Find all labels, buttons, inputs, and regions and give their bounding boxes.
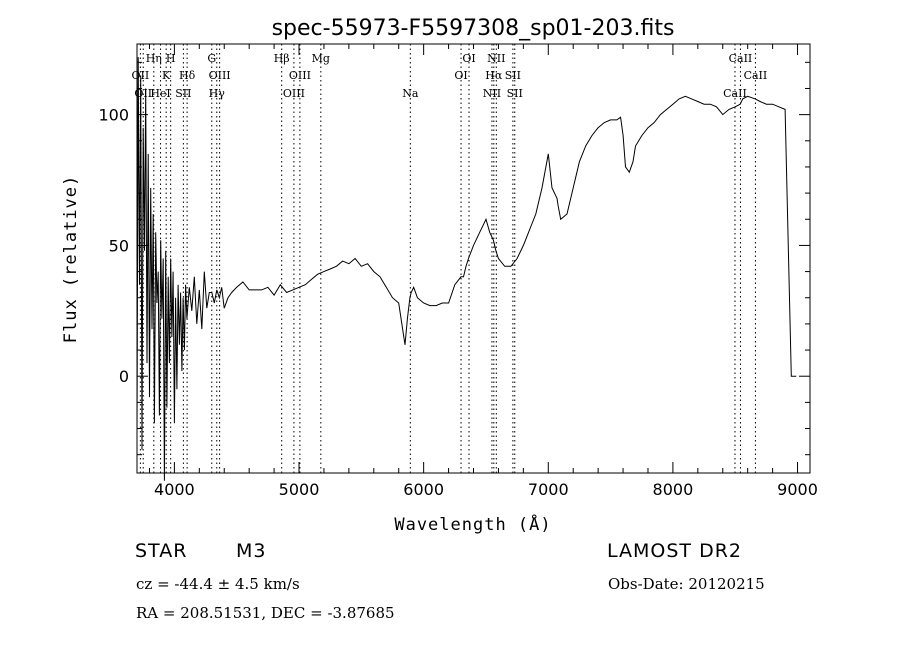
line-label: H (166, 52, 176, 65)
spectrum-line-group (136, 57, 797, 481)
annotation-labels: OIIOIIHηHeIKHSIIHδGHγOIIIHβOIIIOIIIMgNaO… (132, 52, 768, 100)
line-label: CaII (744, 69, 768, 82)
line-label: OIII (209, 69, 231, 82)
line-label: Hδ (179, 69, 196, 82)
redshift-velocity: cz = -44.4 ± 4.5 km/s (136, 575, 300, 593)
line-label: OI (454, 69, 467, 82)
coordinates: RA = 208.51531, DEC = -3.87685 (136, 604, 395, 622)
y-tick-label: 50 (109, 236, 129, 255)
line-label: Mg (312, 52, 330, 65)
y-tick-label: 0 (119, 367, 129, 386)
line-label: NII (483, 87, 501, 100)
line-label: Hα (485, 69, 503, 82)
line-label: Hβ (274, 52, 290, 65)
y-tick-label: 100 (98, 106, 129, 125)
x-tick-label: 5000 (279, 480, 320, 499)
x-tick-label: 7000 (528, 480, 569, 499)
observation-date: Obs-Date: 20120215 (608, 575, 765, 593)
x-axis-label: Wavelength (Å) (394, 513, 551, 535)
x-axis: 4000 5000 6000 7000 8000 9000 (148, 44, 818, 499)
line-label: Na (402, 87, 419, 100)
x-tick-label: 6000 (403, 480, 444, 499)
object-subclass: M3 (236, 540, 267, 562)
line-label: Hγ (209, 87, 226, 100)
line-label: NII (487, 52, 505, 65)
x-tick-label: 9000 (777, 480, 818, 499)
object-type: STAR (135, 540, 188, 562)
x-tick-label: 8000 (653, 480, 694, 499)
line-label: OI (462, 52, 475, 65)
x-tick-label: 4000 (154, 480, 195, 499)
line-label: CaII (729, 52, 753, 65)
line-label: SII (507, 87, 523, 100)
line-label: OIII (283, 87, 305, 100)
line-label: Hη (146, 52, 162, 65)
line-label: HeI (150, 87, 170, 100)
line-label: SII (175, 87, 191, 100)
line-label: K (162, 69, 171, 82)
chart-title: spec-55973-F5597308_sp01-203.fits (272, 16, 675, 41)
line-label: G (207, 52, 216, 65)
spectrum-line (136, 57, 797, 481)
plot-frame (136, 43, 811, 474)
y-axis-label: Flux (relative) (61, 175, 81, 344)
line-label: SII (505, 69, 521, 82)
survey-name: LAMOST DR2 (607, 540, 742, 562)
line-label: CaII (723, 87, 747, 100)
line-label: OIII (289, 69, 311, 82)
annotation-lines (139, 44, 756, 473)
y-axis: 0 50 100 (98, 61, 810, 456)
